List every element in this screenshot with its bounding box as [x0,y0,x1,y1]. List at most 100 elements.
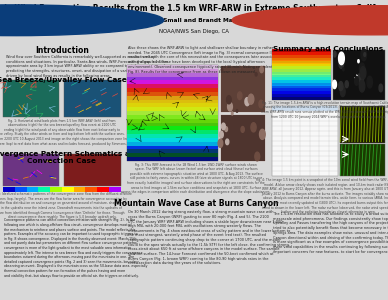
Text: Wind flow over Southern California is remarkably well-supported as results in ma: Wind flow over Southern California is re… [6,55,168,78]
Circle shape [248,94,254,104]
FancyBboxPatch shape [127,149,218,153]
FancyBboxPatch shape [272,63,331,66]
Text: Mountain Wave Case at Burns Canyon: Mountain Wave Case at Burns Canyon [114,199,278,208]
FancyBboxPatch shape [272,69,331,72]
FancyBboxPatch shape [127,157,218,161]
FancyBboxPatch shape [272,106,338,111]
FancyBboxPatch shape [333,50,385,100]
FancyBboxPatch shape [3,80,59,117]
Circle shape [225,127,227,131]
Circle shape [227,96,231,104]
FancyBboxPatch shape [127,134,218,138]
Circle shape [226,139,229,145]
Circle shape [245,98,249,106]
Text: Early Wind Forecasting Results from the 1.5 km WRF-ARW in Extreme Southwestern C: Early Wind Forecasting Results from the … [0,4,388,14]
FancyBboxPatch shape [127,142,218,146]
Circle shape [310,14,388,27]
FancyBboxPatch shape [127,80,218,84]
Circle shape [379,84,383,92]
FancyBboxPatch shape [340,144,385,176]
Circle shape [360,67,366,79]
Circle shape [233,148,239,159]
Circle shape [255,73,257,76]
FancyBboxPatch shape [272,55,331,58]
FancyBboxPatch shape [38,187,50,191]
FancyBboxPatch shape [272,61,331,64]
Text: NOAA/NWS San Diego, CA: NOAA/NWS San Diego, CA [159,29,229,34]
Circle shape [232,6,388,35]
Circle shape [340,62,342,66]
Text: Fig. 3: This WRF-forecast is the 1B Wind 1.5 km 1WD-1WRF surface winds shown
spa: Fig. 3: This WRF-forecast is the 1B Wind… [121,163,271,194]
FancyBboxPatch shape [272,80,331,83]
FancyBboxPatch shape [220,65,265,112]
FancyBboxPatch shape [62,187,74,191]
FancyBboxPatch shape [127,65,218,161]
FancyBboxPatch shape [272,91,331,94]
Circle shape [363,69,364,72]
FancyBboxPatch shape [127,96,218,100]
Circle shape [242,141,246,148]
FancyBboxPatch shape [127,107,218,111]
FancyBboxPatch shape [127,69,218,73]
Circle shape [334,52,336,57]
Circle shape [0,9,125,32]
Circle shape [343,68,344,71]
Text: Summary and Conclusions: Summary and Conclusions [274,46,383,52]
FancyBboxPatch shape [64,154,121,186]
FancyBboxPatch shape [50,187,62,191]
FancyBboxPatch shape [3,187,15,191]
Circle shape [260,117,263,124]
Text: Also these shows the WRF-ARW to light and shallower shallow boundary in rather
n: Also these shows the WRF-ARW to light an… [128,46,280,74]
Circle shape [271,10,388,31]
Circle shape [361,49,367,61]
FancyBboxPatch shape [127,100,218,103]
FancyBboxPatch shape [127,153,218,157]
FancyBboxPatch shape [127,92,218,96]
Circle shape [221,68,223,71]
FancyBboxPatch shape [272,58,331,61]
Circle shape [345,81,348,88]
Circle shape [222,123,225,130]
FancyBboxPatch shape [272,50,331,52]
Circle shape [340,86,345,97]
Circle shape [251,123,256,132]
FancyBboxPatch shape [272,72,331,75]
Circle shape [333,80,336,88]
Circle shape [254,140,259,148]
FancyBboxPatch shape [272,77,331,80]
FancyBboxPatch shape [272,106,338,176]
FancyBboxPatch shape [127,84,218,88]
FancyBboxPatch shape [127,119,218,122]
Circle shape [364,52,365,56]
Circle shape [339,58,344,68]
Text: Ivory J. Small and Brandt Maxwell: Ivory J. Small and Brandt Maxwell [138,18,250,23]
FancyBboxPatch shape [127,111,218,115]
Circle shape [339,52,344,65]
Text: The 1.5-km resolution data has allowed us to study a broad suite of distinct inp: The 1.5-km resolution data has allowed u… [273,212,388,254]
FancyBboxPatch shape [3,154,59,186]
FancyBboxPatch shape [127,122,218,126]
Circle shape [228,102,232,111]
FancyBboxPatch shape [272,52,331,55]
Circle shape [236,110,238,112]
FancyBboxPatch shape [272,66,331,69]
FancyBboxPatch shape [272,94,331,97]
FancyBboxPatch shape [127,115,218,119]
FancyBboxPatch shape [340,106,385,143]
Circle shape [0,13,86,28]
FancyBboxPatch shape [272,88,331,91]
Text: Convergence Pattern Schematics and
Convection Case: Convergence Pattern Schematics and Conve… [0,151,140,164]
Circle shape [367,76,372,88]
FancyBboxPatch shape [127,73,218,76]
Circle shape [218,139,223,147]
Circle shape [237,92,242,100]
Circle shape [260,129,265,140]
FancyBboxPatch shape [127,88,218,92]
FancyBboxPatch shape [97,187,109,191]
Circle shape [253,145,256,151]
Circle shape [0,17,47,23]
Circle shape [339,82,343,91]
Text: Fig. 1: Horizontal wind barb plots from 1.5 km WRF-ARW (left) and from
observati: Fig. 1: Horizontal wind barb plots from … [0,119,128,146]
FancyBboxPatch shape [272,74,331,77]
Circle shape [220,131,223,138]
